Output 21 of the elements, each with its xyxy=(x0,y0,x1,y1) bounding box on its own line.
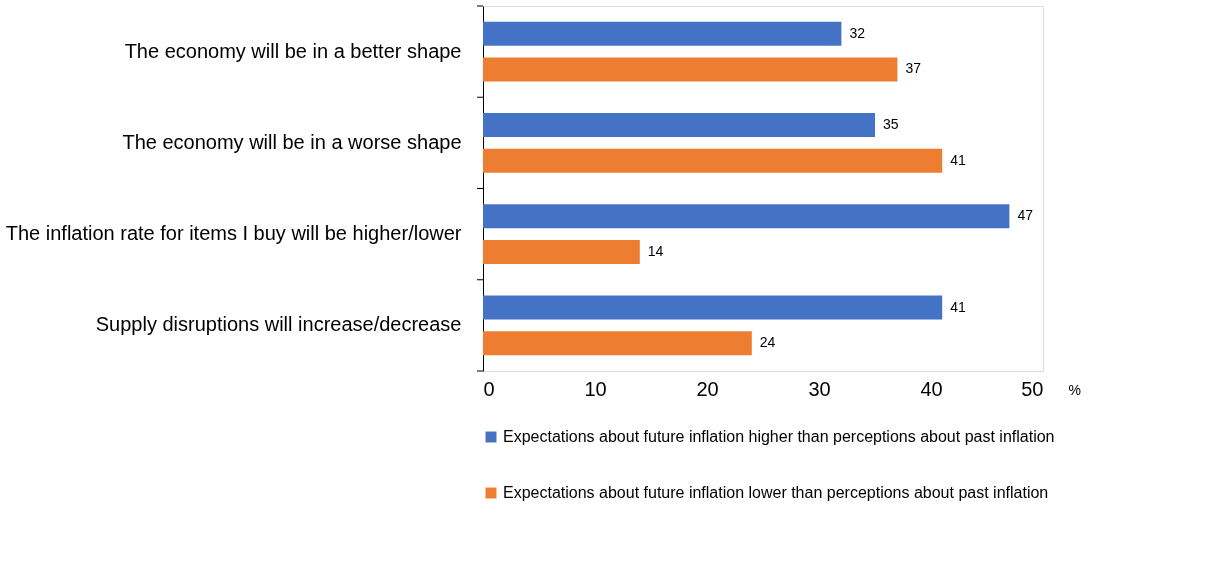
data-label: 14 xyxy=(647,242,664,259)
y-tick-label: The inflation rate for items I buy will be higher/lower xyxy=(5,222,462,245)
data-label: 41 xyxy=(950,151,966,168)
x-tick-label: 0 xyxy=(483,377,495,400)
y-tick-label: The economy will be in a worse shape xyxy=(122,130,462,153)
data-label: 32 xyxy=(849,24,866,41)
y-tick-label: The economy will be in a better shape xyxy=(124,39,462,62)
data-label: 24 xyxy=(759,334,776,351)
x-axis-title: % xyxy=(1068,381,1081,398)
data-label: 41 xyxy=(950,298,966,315)
data-label: 35 xyxy=(883,116,899,133)
legend-label: Expectations about future inflation lower than perceptions about past inflation xyxy=(503,484,1049,501)
x-tick-label: 20 xyxy=(696,377,719,400)
legend-label: Expectations about future inflation higher than perceptions about past inflation xyxy=(503,428,1055,445)
x-tick-label: 30 xyxy=(808,377,831,400)
data-label: 37 xyxy=(905,60,922,77)
data-label: 47 xyxy=(1017,207,1034,224)
x-tick-label: 50 xyxy=(1021,377,1044,400)
y-tick-label: Supply disruptions will increase/decrease xyxy=(95,313,462,336)
x-tick-label: 40 xyxy=(920,377,943,400)
x-tick-label: 10 xyxy=(584,377,607,400)
